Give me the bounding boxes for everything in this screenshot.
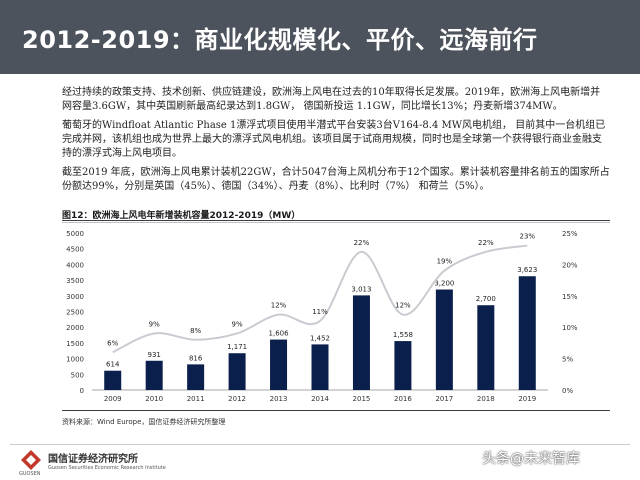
- left-axis-tick-label: 2500: [66, 309, 84, 317]
- right-axis-tick-label: 25%: [562, 230, 578, 238]
- line-value-label: 22%: [354, 239, 370, 247]
- line-value-label: 11%: [312, 308, 328, 316]
- right-axis-tick-label: 10%: [562, 324, 578, 332]
- left-axis-tick-label: 5000: [66, 230, 84, 238]
- left-axis-tick-label: 3000: [66, 293, 84, 301]
- growth-line: [112, 244, 528, 354]
- right-axis-tick-label: 0%: [562, 387, 573, 395]
- bar-value-label: 931: [147, 351, 160, 359]
- right-axis-tick-label: 5%: [562, 356, 573, 364]
- left-axis-tick-label: 1000: [66, 356, 84, 364]
- x-axis-tick-label: 2010: [145, 395, 163, 403]
- line-value-label: 19%: [437, 258, 453, 266]
- bar: [270, 339, 288, 390]
- bar: [352, 295, 370, 390]
- x-axis-tick-label: 2014: [311, 395, 329, 403]
- x-axis-tick-label: 2018: [477, 395, 495, 403]
- watermark: 头条@未来智库: [482, 451, 580, 467]
- x-axis-tick-label: 2015: [353, 395, 371, 403]
- paragraph-3: 截至2019 年底，欧洲海上风电累计装机22GW，合计5047台海上风机分布于1…: [62, 167, 610, 192]
- bar: [228, 353, 246, 390]
- logo-name-en: Guosen Securities Economic Research Inst…: [48, 465, 166, 471]
- logo-small-text: GUOSEN: [19, 471, 41, 477]
- bar-value-label: 1,452: [310, 334, 330, 342]
- figure-top-rule-thin: [62, 222, 610, 223]
- x-axis-tick-label: 2016: [394, 395, 412, 403]
- left-axis-tick-label: 2000: [66, 324, 84, 332]
- bar-value-label: 3,623: [517, 266, 537, 274]
- footer-divider: [10, 444, 630, 445]
- logo-name-cn: 国信证券经济研究所: [48, 454, 138, 465]
- bar: [104, 370, 122, 390]
- bar: [435, 289, 453, 390]
- body-text: 经过持续的政策支持、技术创新、供应链建设，欧洲海上风电在过去的10年取得长足发展…: [62, 86, 610, 199]
- figure-bottom-rule: [62, 410, 610, 411]
- line-value-label: 23%: [519, 233, 535, 241]
- bar-value-label: 3,013: [351, 285, 371, 293]
- bar: [518, 276, 536, 390]
- paragraph-1: 经过持续的政策支持、技术创新、供应链建设，欧洲海上风电在过去的10年取得长足发展…: [62, 87, 601, 112]
- line-value-label: 22%: [478, 239, 494, 247]
- page-title: 2012-2019：商业化规模化、平价、远海前行: [22, 26, 538, 54]
- right-axis-tick-label: 15%: [562, 293, 578, 301]
- bar-value-label: 3,200: [434, 280, 454, 288]
- title-bar: 2012-2019：商业化规模化、平价、远海前行: [0, 0, 640, 74]
- x-axis-tick-label: 2011: [187, 395, 205, 403]
- x-axis-tick-label: 2019: [518, 395, 536, 403]
- bar-value-label: 614: [106, 361, 120, 369]
- bar-value-label: 1,558: [393, 331, 413, 339]
- bar-value-label: 816: [189, 354, 203, 362]
- bar: [187, 364, 205, 390]
- line-value-label: 6%: [107, 339, 118, 347]
- left-axis-tick-label: 4500: [66, 246, 84, 254]
- line-value-label: 9%: [149, 320, 160, 328]
- left-axis-tick-label: 4000: [66, 261, 84, 269]
- right-axis-tick-label: 20%: [562, 261, 578, 269]
- figure-top-rule: [62, 220, 610, 221]
- bar-value-label: 2,700: [476, 295, 496, 303]
- line-value-label: 8%: [190, 327, 201, 335]
- bar-value-label: 1,171: [227, 343, 247, 351]
- left-axis-tick-label: 3500: [66, 277, 84, 285]
- x-axis-tick-label: 2013: [270, 395, 288, 403]
- bar: [311, 344, 329, 390]
- figure-source: 资料来源：Wind Europe，国信证券经济研究所整理: [62, 418, 226, 426]
- bar: [394, 341, 412, 390]
- bar: [145, 360, 163, 390]
- guosen-logo-icon: [21, 450, 41, 470]
- left-axis-tick-label: 1500: [66, 340, 84, 348]
- figure-title: 图12：欧洲海上风电年新增装机容量2012-2019（MW）: [62, 211, 301, 221]
- bar-value-label: 1,606: [269, 330, 290, 338]
- left-axis-tick-label: 0: [80, 387, 84, 395]
- paragraph-2: 葡萄牙的Windfloat Atlantic Phase 1漂浮式项目使用半潜式…: [62, 120, 606, 159]
- x-axis-tick-label: 2017: [435, 395, 453, 403]
- left-axis-tick-label: 500: [71, 371, 84, 379]
- line-value-label: 12%: [271, 302, 287, 310]
- line-value-label: 9%: [232, 320, 243, 328]
- x-axis-tick-label: 2012: [228, 395, 246, 403]
- bar: [477, 305, 495, 390]
- line-value-label: 12%: [395, 302, 411, 310]
- x-axis-tick-label: 2009: [104, 395, 122, 403]
